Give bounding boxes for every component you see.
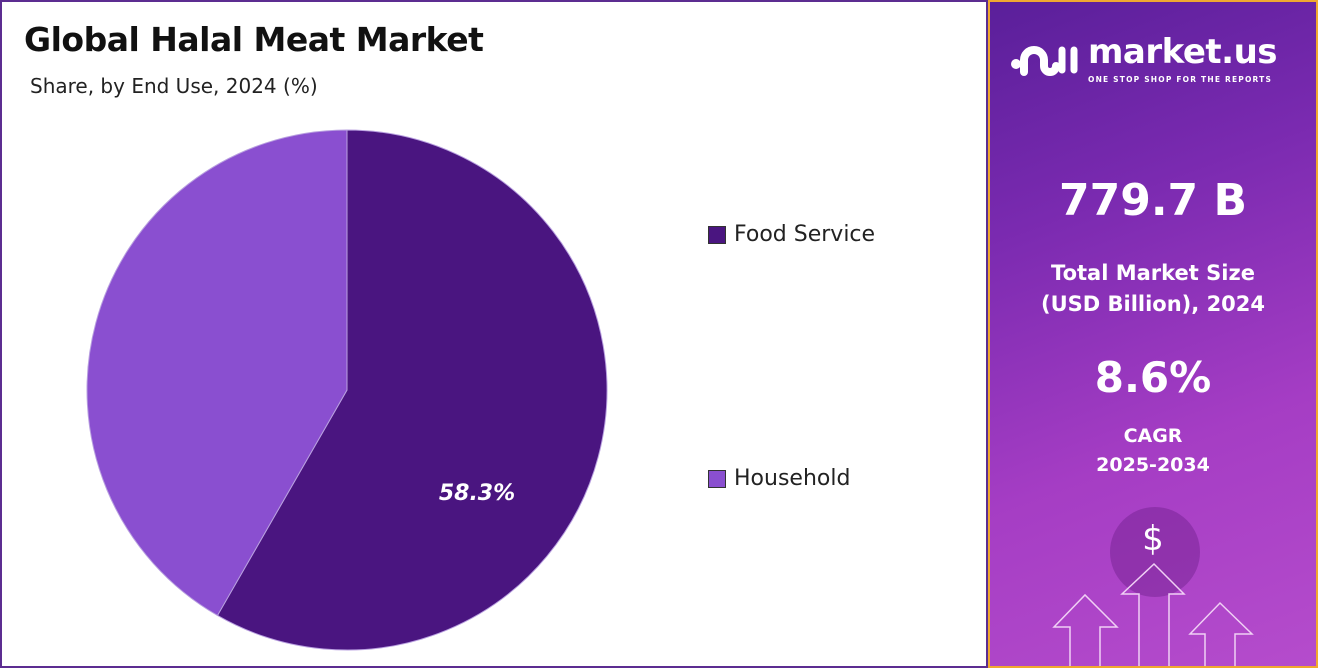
legend-swatch [708,470,726,489]
market-size-label-year: (USD Billion), 2024 [1040,292,1266,316]
cagr-label: CAGR [1123,425,1183,447]
coin-decoration [1110,507,1200,597]
legend-swatch [708,226,726,245]
brand-name: market.us [1088,32,1278,72]
logo-icon [1011,46,1078,77]
legend-label: Household [734,466,851,491]
cagr-period: 2025-2034 [1096,454,1210,476]
market-size-value: 779.7 B [1058,175,1248,226]
pie-slice-household [86,129,348,617]
dollar-icon: $ [1142,519,1164,559]
brand-tagline: ONE STOP SHOP FOR THE REPORTS [1088,74,1273,84]
legend-label: Food Service [734,222,876,247]
legend-item-food-service: Food Service [708,222,875,248]
data-label: 58.3% [439,481,515,506]
pie-chart: 58.3% [86,129,608,651]
chart-title: Global Halal Meat Market [24,20,484,59]
market-us-logo: market.us ONE STOP SHOP FOR THE REPORTS [1010,32,1278,85]
growth-arrows-icon [1052,562,1254,666]
chart-subtitle: Share, by End Use, 2024 (%) [30,74,318,98]
cagr-value: 8.6% [1094,353,1212,402]
summary-panel: market.us ONE STOP SHOP FOR THE REPORTS … [988,0,1318,668]
legend-item-household: Household [708,466,850,492]
pie-slice-food-service [216,129,608,651]
market-size-label: Total Market Size [1051,261,1255,285]
chart-panel: Global Halal Meat Market Share, by End U… [0,0,988,668]
